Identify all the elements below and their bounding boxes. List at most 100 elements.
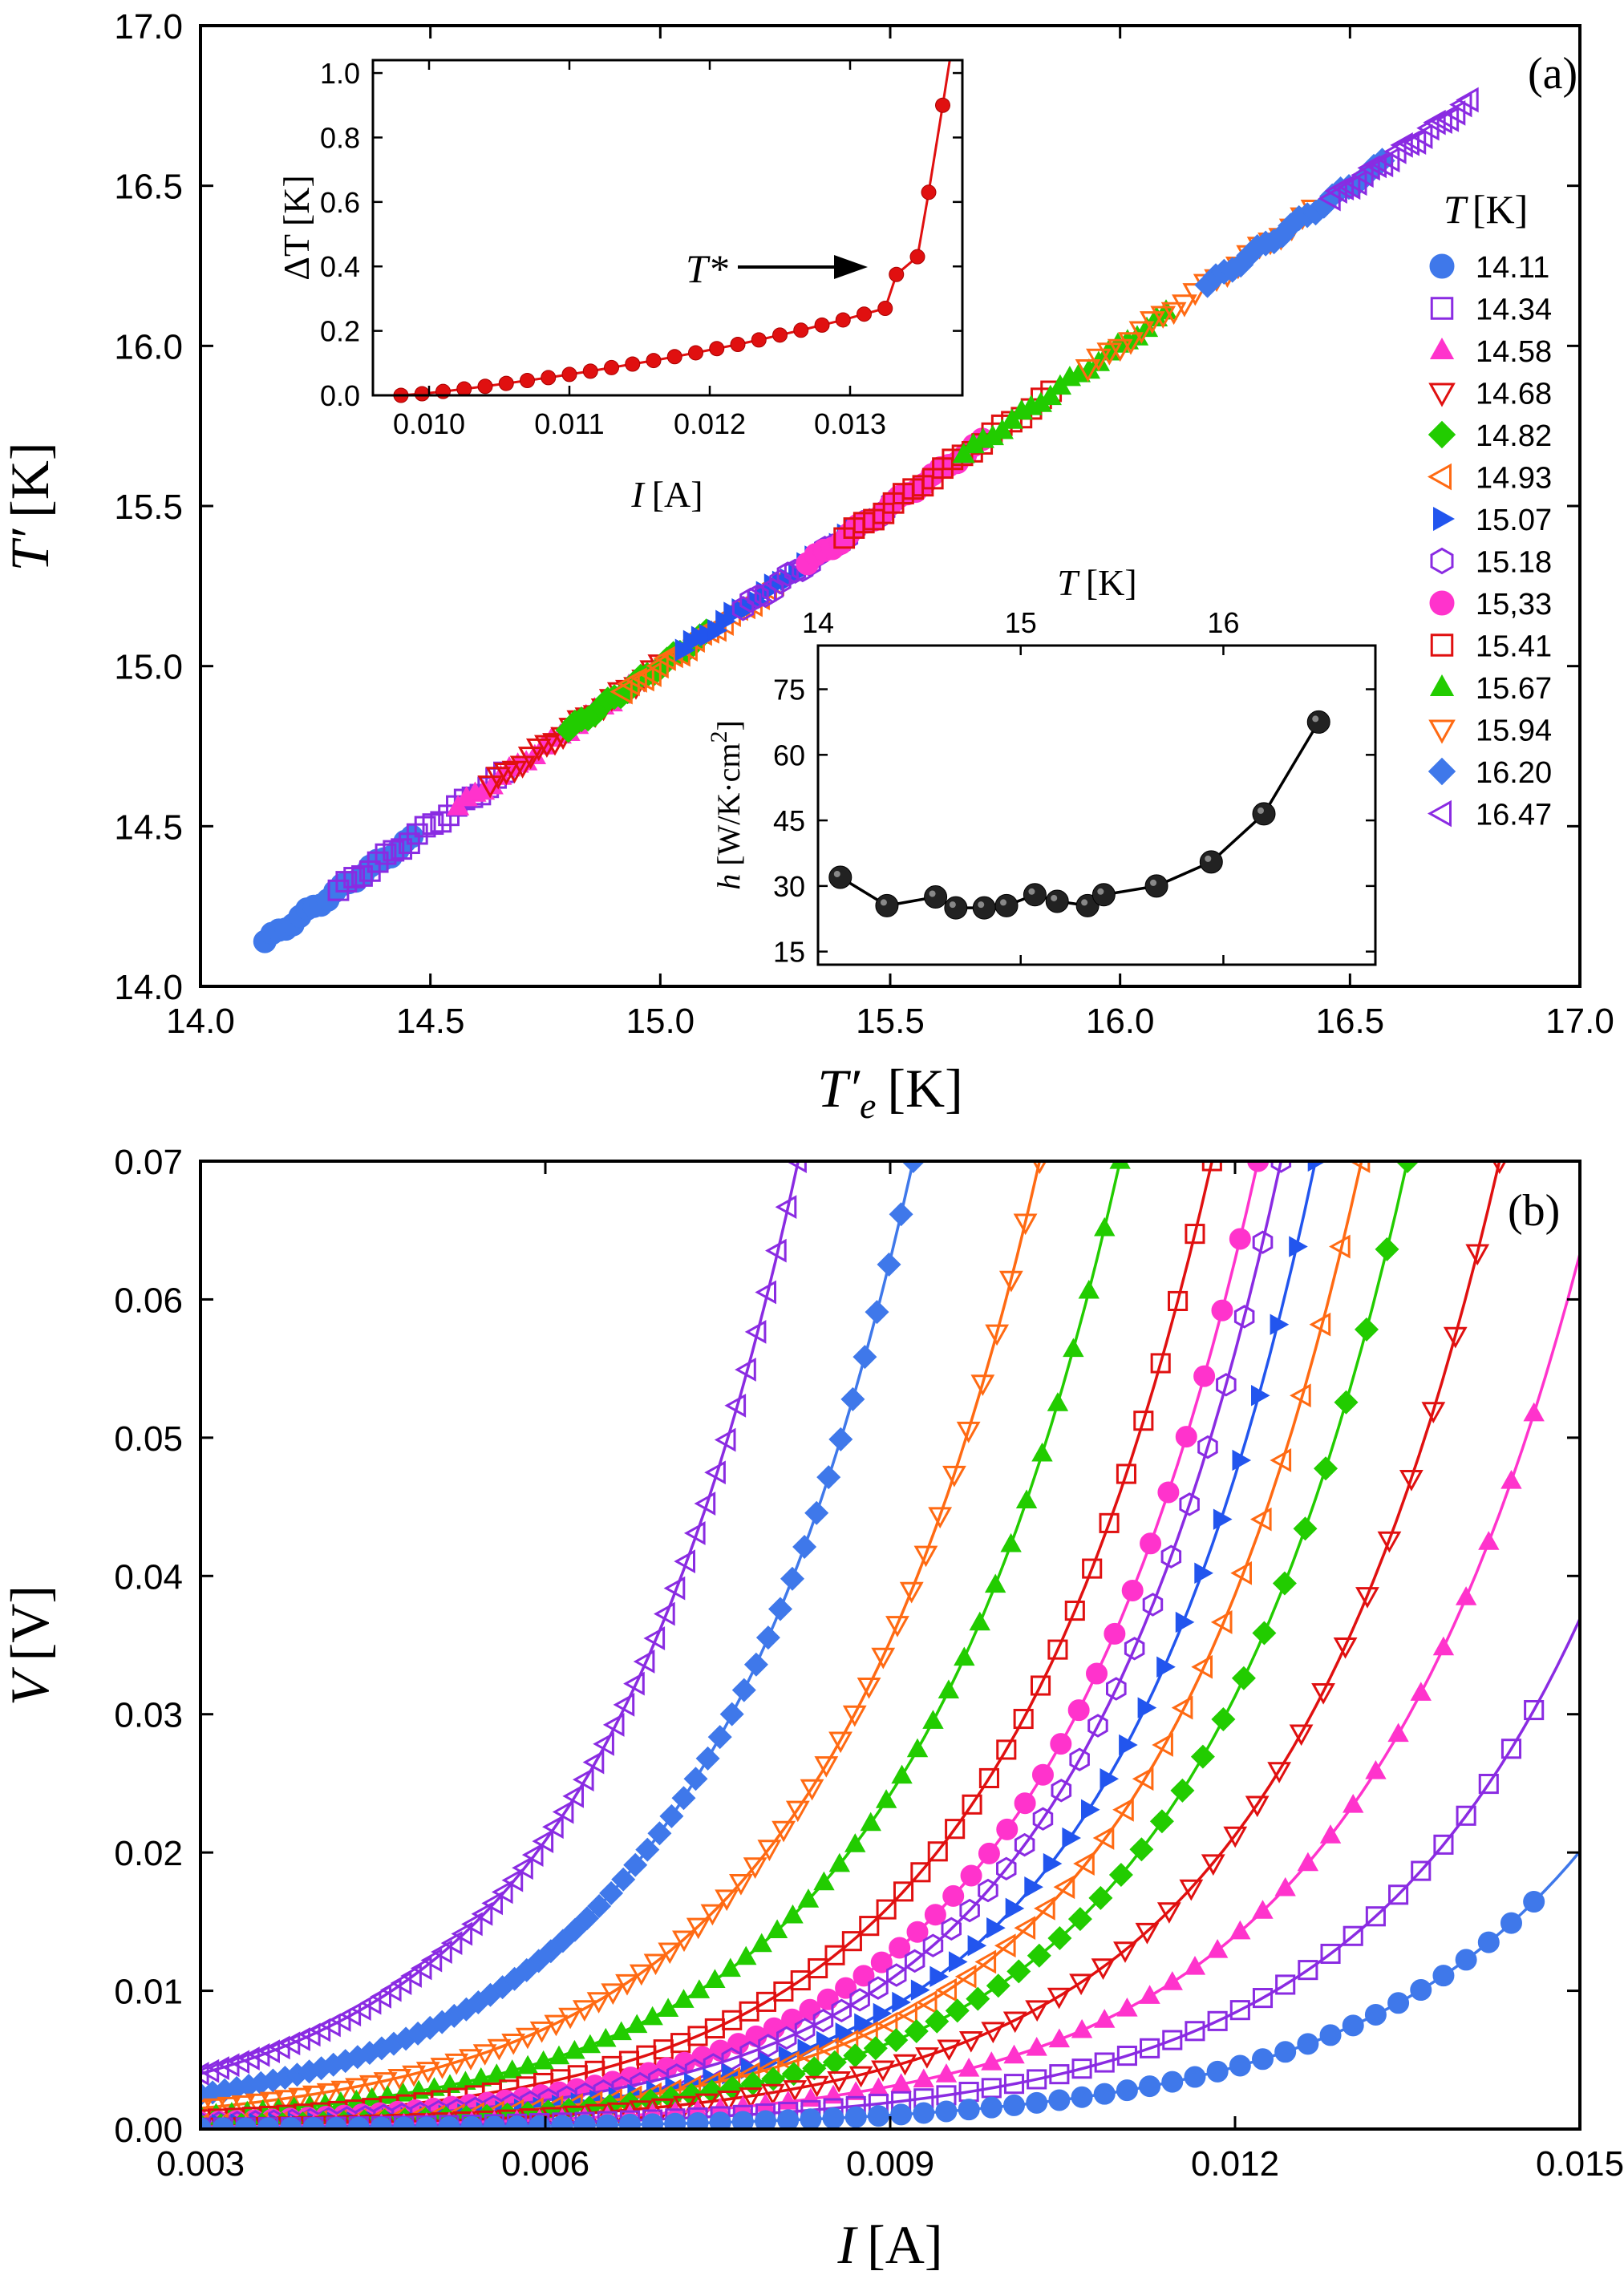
panel-b-point <box>460 2115 483 2129</box>
panel-a-point <box>624 667 647 693</box>
panel-b-point <box>512 1856 533 1880</box>
inset-delta-t-point <box>909 249 925 265</box>
panel-b-point <box>1411 1860 1432 1881</box>
legend-marker <box>1429 590 1455 616</box>
panel-b-point <box>929 1965 950 1988</box>
panel-b-point <box>1027 1943 1051 1968</box>
legend-marker <box>1429 253 1455 279</box>
panel-a-point <box>762 577 784 604</box>
panel-b-point <box>1049 2064 1070 2085</box>
panel-b-point <box>1067 1699 1090 1722</box>
panel-b-point <box>658 1942 682 1965</box>
panel-b-point <box>1270 1314 1290 1335</box>
panel-b-point <box>1211 1299 1233 1322</box>
panel-b-point <box>1051 1779 1072 1803</box>
inset-delta-t-point <box>520 373 535 389</box>
panel-b-point <box>1087 1714 1108 1738</box>
panel-b-point <box>1067 1907 1092 1932</box>
inset-h-point-shine <box>1257 807 1264 814</box>
panel-b-point <box>393 2116 415 2129</box>
panel-b-point <box>877 1252 901 1277</box>
panel-b-point <box>686 2112 709 2129</box>
panel-b-point <box>928 1507 953 1529</box>
panel-b-point <box>1229 2000 1250 2021</box>
panel-b-point <box>1142 1593 1164 1617</box>
panel-b-point <box>1465 1244 1490 1266</box>
inset-h-point <box>1023 883 1047 907</box>
panel-b-point <box>472 2044 497 2066</box>
panel-b-point <box>870 1951 893 1973</box>
panel-b-point <box>673 1989 695 2008</box>
panel-b-point <box>1015 1489 1038 1508</box>
panel-b-point <box>501 2059 523 2079</box>
panel-b-point <box>602 1713 625 1737</box>
panel-a-xtick-label: 15.5 <box>856 1002 925 1041</box>
panel-b-point <box>876 2011 898 2036</box>
panel-b-point <box>679 2083 704 2107</box>
inset-h-point <box>1306 710 1330 734</box>
panel-b-point <box>808 1957 828 1979</box>
panel-b-point <box>1030 1675 1051 1696</box>
panel-b-point <box>707 1725 732 1750</box>
panel-b-point <box>978 1842 1000 1864</box>
panel-b-point <box>854 2013 873 2034</box>
panel-a-xtick-label: 17.0 <box>1545 1002 1614 1041</box>
panel-b-point <box>775 1195 797 1220</box>
inset-delta-t-frame <box>371 59 964 397</box>
panel-b-point <box>1477 1931 1500 1953</box>
panel-b-point <box>1410 1682 1432 1701</box>
panel-b-point <box>959 1898 980 1923</box>
panel-b-ytick-label: 0.04 <box>114 1557 183 1597</box>
panel-b-point <box>1252 1230 1274 1254</box>
inset-h-point <box>944 896 968 920</box>
panel-b-point <box>1179 1492 1200 1516</box>
panel-b-point <box>700 1904 725 1926</box>
inset-h-point-shine <box>949 901 956 909</box>
panel-b-point <box>461 1912 483 1937</box>
panel-b-point <box>735 1945 757 1965</box>
panel-b-point <box>1275 1974 1296 1995</box>
legend-marker <box>1430 297 1454 320</box>
inset-h-point-shine <box>1097 888 1104 895</box>
panel-b-point <box>935 1977 957 2002</box>
panel-b-point <box>1116 2046 1137 2066</box>
panel-a-point <box>477 775 504 799</box>
panel-a-point <box>1118 332 1144 355</box>
panel-b-point <box>922 1710 944 1729</box>
panel-b-point <box>1150 1353 1171 1374</box>
panel-b-point <box>904 2018 929 2044</box>
panel-b-point <box>792 1534 817 1560</box>
panel-b-ytick-label: 0.05 <box>114 1419 183 1459</box>
panel-b-point <box>844 2106 867 2128</box>
panel-b-point <box>822 2107 844 2129</box>
panel-b-xtick-label: 0.015 <box>1536 2144 1624 2184</box>
panel-b-point <box>1099 1512 1120 1533</box>
panel-b-point <box>390 1971 412 1995</box>
inset-h-ylabel: h[W/K·cm2] <box>706 720 747 890</box>
panel-a-point <box>430 811 452 833</box>
panel-b-point <box>1229 1920 1251 1940</box>
inset-delta-t-point <box>477 378 493 395</box>
panel-b-point <box>1342 2014 1364 2037</box>
panel-b-point <box>1251 1385 1270 1407</box>
panel-a-point <box>1172 294 1197 318</box>
panel-b-point <box>1387 1722 1409 1743</box>
panel-b-point <box>1116 1997 1138 2017</box>
panel-b-point <box>816 1988 839 2010</box>
panel-b-point <box>1201 1161 1222 1172</box>
panel-b-point <box>564 2039 585 2059</box>
panel-b-point <box>780 1566 805 1591</box>
panel-b-point <box>1247 1161 1270 1172</box>
panel-b-point <box>899 1581 924 1604</box>
panel-b-point <box>773 1981 794 2002</box>
panel-b-point <box>1289 1724 1314 1747</box>
panel-b-point <box>913 2102 935 2124</box>
panel-b-point <box>1133 1411 1154 1431</box>
inset-delta-t-ytick-label: 0.2 <box>320 315 360 348</box>
legend-label: 14.93 <box>1476 462 1552 496</box>
panel-b-point <box>884 2028 909 2053</box>
legend-label: 14.34 <box>1476 293 1552 327</box>
panel-b-point <box>1129 1837 1154 1862</box>
panel-a-label: (a) <box>1528 49 1577 99</box>
